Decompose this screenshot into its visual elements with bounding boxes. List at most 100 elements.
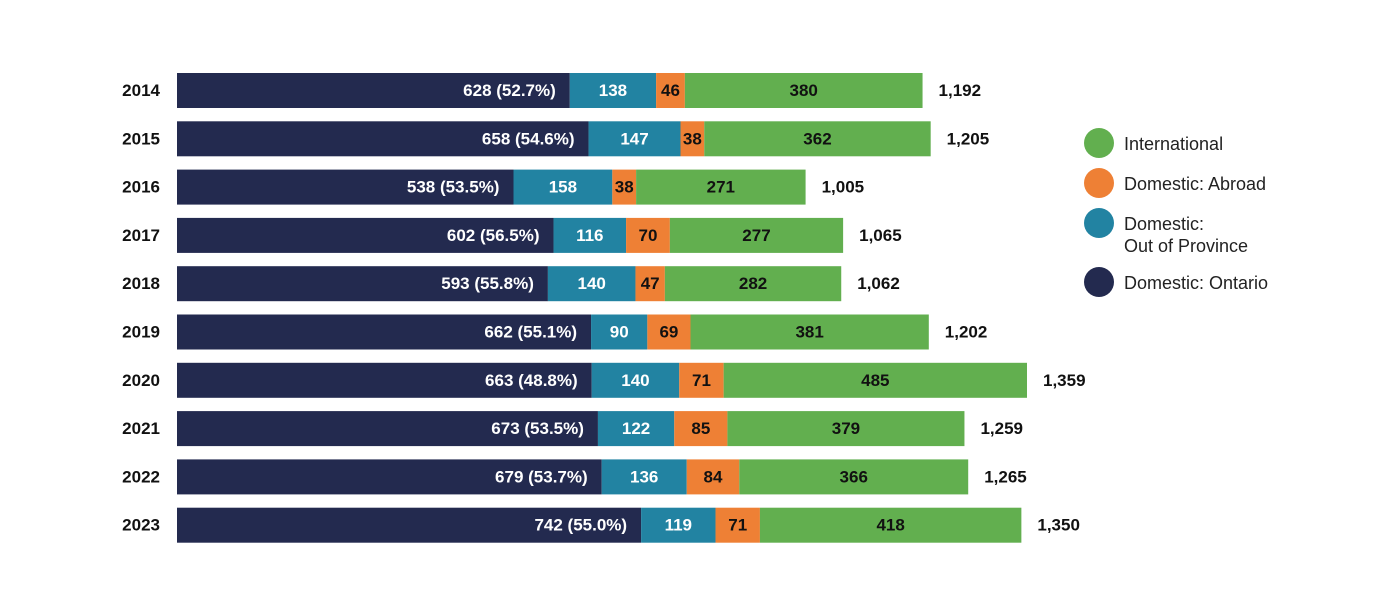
bar-segment-domestic-ontario: [177, 507, 642, 543]
y-tick-label: 2020: [122, 371, 160, 390]
bar-segment-international: [669, 217, 844, 253]
data-label: 69: [659, 323, 678, 342]
data-label: 271: [707, 178, 735, 197]
data-label: 663 (48.8%): [485, 371, 578, 390]
bar-segment-domestic-abroad: [656, 73, 685, 108]
bar-segment-domestic-out-of-province: [513, 169, 613, 205]
total-label: 1,192: [939, 81, 982, 100]
data-label: 136: [630, 467, 658, 486]
bar-segment-domestic-abroad: [680, 121, 705, 157]
data-label: 366: [840, 467, 868, 486]
data-label: 138: [599, 81, 627, 100]
bar-segment-international: [739, 459, 969, 495]
data-label: 381: [795, 323, 823, 342]
data-label: 140: [577, 274, 605, 293]
bar-segment-domestic-out-of-province: [588, 121, 681, 157]
data-label: 628 (52.7%): [463, 81, 556, 100]
data-label: 116: [576, 226, 603, 245]
data-label: 84: [704, 467, 723, 486]
legend-label-domestic-out-of-province: Domestic: Out of Province: [1124, 214, 1249, 256]
bar-segment-domestic-ontario: [177, 73, 570, 108]
bar-segment-international: [690, 314, 929, 350]
total-label: 1,202: [945, 323, 988, 342]
data-label: 485: [861, 371, 889, 390]
bar-segment-domestic-abroad: [679, 362, 724, 398]
y-tick-label: 2015: [122, 129, 160, 148]
data-label: 158: [549, 178, 577, 197]
bar-segment-domestic-out-of-province: [591, 362, 680, 398]
bar-segment-domestic-ontario: [177, 314, 592, 350]
bar-segment-domestic-ontario: [177, 459, 602, 495]
data-label: 673 (53.5%): [491, 419, 584, 438]
y-tick-label: 2023: [122, 516, 160, 535]
bar-segment-domestic-abroad: [674, 411, 728, 447]
bar-segment-domestic-out-of-province: [597, 411, 675, 447]
data-label: 380: [790, 81, 818, 100]
y-tick-label: 2017: [122, 226, 160, 245]
bar-segment-domestic-ontario: [177, 266, 548, 302]
bar-segment-domestic-out-of-province: [547, 266, 636, 302]
data-label: 593 (55.8%): [441, 274, 534, 293]
total-label: 1,350: [1037, 516, 1080, 535]
data-label: 282: [739, 274, 767, 293]
bar-segment-international: [636, 169, 806, 205]
total-label: 1,005: [822, 178, 865, 197]
bar-segment-international: [664, 266, 842, 302]
bar-segment-domestic-out-of-province: [601, 459, 687, 495]
legend-item-international: International: [1084, 128, 1268, 158]
data-label: 147: [620, 129, 648, 148]
bar-segment-domestic-out-of-province: [569, 73, 657, 108]
y-tick-label: 2019: [122, 323, 160, 342]
y-tick-label: 2021: [122, 419, 160, 438]
bar-segment-domestic-abroad: [647, 314, 691, 350]
bar-segment-domestic-ontario: [177, 411, 598, 447]
total-label: 1,065: [859, 226, 902, 245]
data-label: 662 (55.1%): [484, 323, 577, 342]
data-label: 47: [641, 274, 660, 293]
bar-segment-domestic-ontario: [177, 362, 592, 398]
data-label: 119: [665, 516, 692, 535]
bar-segment-domestic-abroad: [715, 507, 760, 543]
data-label: 418: [876, 516, 904, 535]
bar-segment-domestic-abroad: [686, 459, 740, 495]
bar-segment-domestic-abroad: [635, 266, 665, 302]
y-tick-label: 2022: [122, 467, 160, 486]
data-label: 38: [683, 129, 702, 148]
data-label: 46: [661, 81, 680, 100]
data-label: 658 (54.6%): [482, 129, 575, 148]
bar-segment-international: [727, 411, 965, 447]
data-label: 38: [615, 178, 634, 197]
bar-segment-domestic-ontario: [177, 217, 554, 253]
y-tick-label: 2018: [122, 274, 160, 293]
bar-segment-international: [704, 121, 931, 157]
legend-swatch-domestic-ontario: [1084, 267, 1114, 297]
data-label: 140: [621, 371, 649, 390]
legend-label-domestic-abroad: Domestic: Abroad: [1124, 174, 1267, 194]
data-label: 679 (53.7%): [495, 467, 588, 486]
data-label: 71: [728, 516, 747, 535]
data-label: 277: [742, 226, 770, 245]
legend-item-domestic-ontario: Domestic: Ontario: [1084, 267, 1268, 297]
legend-item-domestic-out-of-province: Domestic: Out of Province: [1084, 208, 1268, 257]
bar-segment-domestic-abroad: [612, 169, 637, 205]
legend-item-domestic-abroad: Domestic: Abroad: [1084, 168, 1268, 198]
bar-segment-international: [684, 73, 923, 108]
legend-swatch-domestic-abroad: [1084, 168, 1114, 198]
legend-label-domestic-ontario: Domestic: Ontario: [1124, 273, 1269, 293]
total-label: 1,265: [984, 467, 1027, 486]
data-label: 538 (53.5%): [407, 178, 500, 197]
data-label: 71: [692, 371, 711, 390]
data-label: 379: [832, 419, 860, 438]
bar-segment-international: [723, 362, 1027, 398]
legend-label-international: International: [1124, 134, 1224, 154]
bar-segment-domestic-ontario: [177, 169, 514, 205]
data-label: 122: [622, 419, 650, 438]
bar-segment-international: [759, 507, 1022, 543]
data-label: 742 (55.0%): [534, 516, 627, 535]
bar-segment-domestic-out-of-province: [553, 217, 627, 253]
y-tick-label: 2014: [122, 81, 160, 100]
data-label: 90: [610, 323, 629, 342]
total-label: 1,205: [947, 129, 990, 148]
total-label: 1,259: [980, 419, 1023, 438]
